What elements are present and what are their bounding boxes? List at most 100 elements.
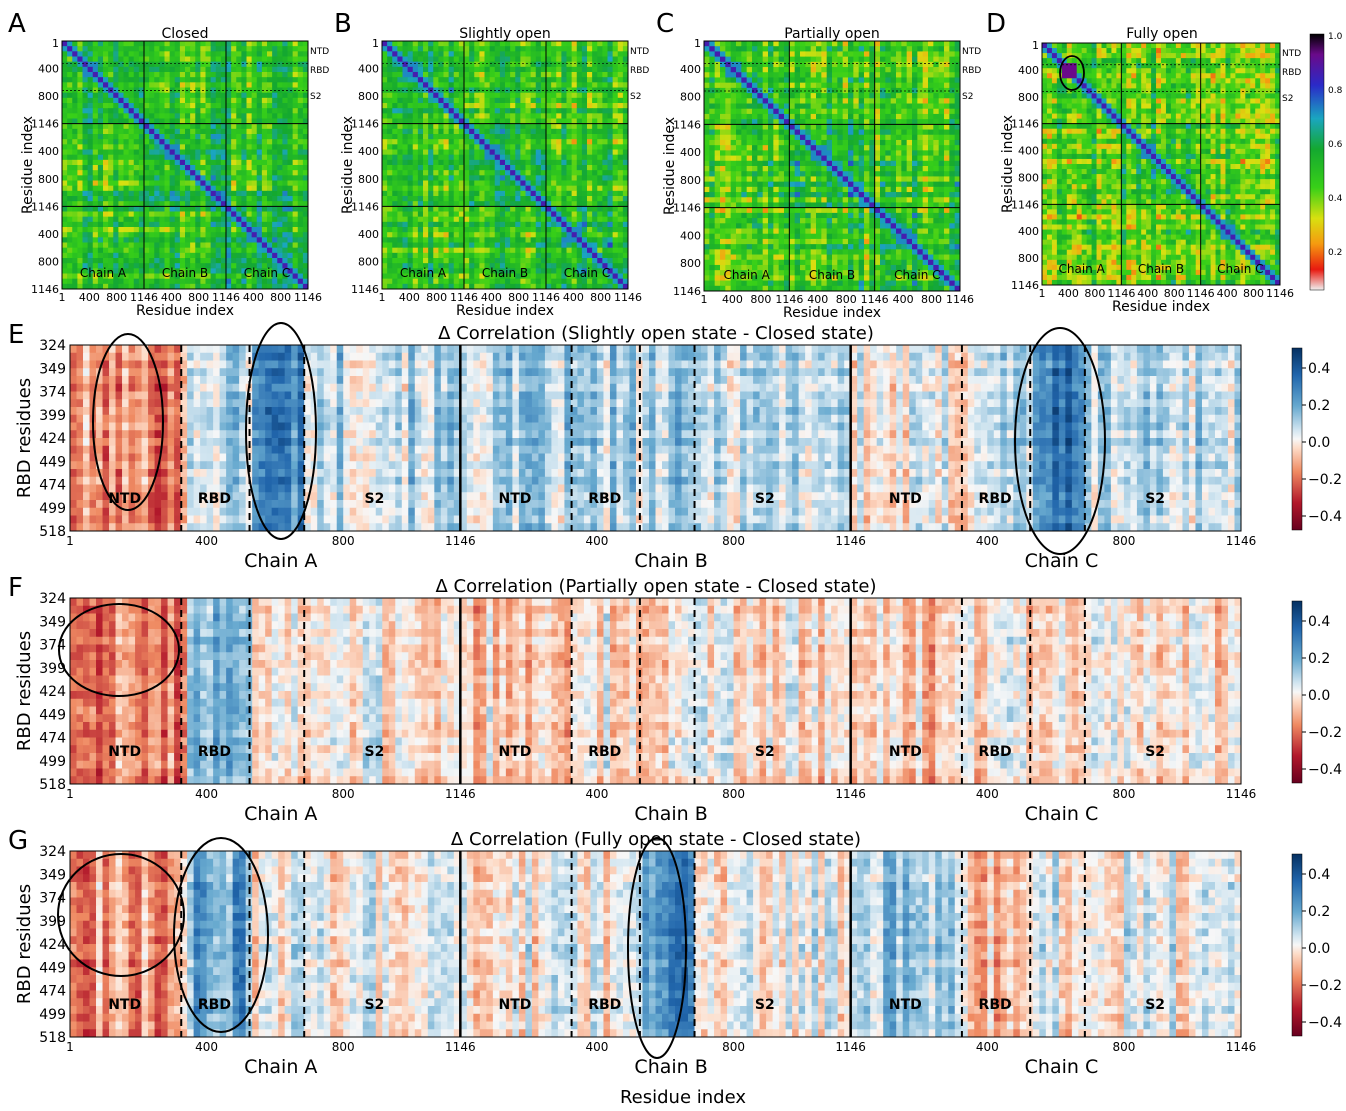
heatmap-cell — [397, 227, 403, 233]
heatmap-cell — [149, 134, 155, 140]
heatmap-cell — [93, 222, 99, 228]
heatmap-cell — [853, 57, 859, 63]
heatmap-cell — [93, 150, 99, 156]
heatmap-cell — [149, 258, 155, 264]
heatmap-cell — [418, 248, 424, 254]
heatmap-cell — [515, 41, 521, 47]
heatmap-cell — [83, 181, 89, 187]
heatmap-cell — [185, 98, 191, 104]
heatmap-cell — [154, 186, 160, 192]
heatmap-cell — [382, 268, 388, 274]
heatmap-cell — [170, 134, 176, 140]
heatmap-cell — [77, 103, 83, 109]
heatmap-cell — [505, 46, 511, 52]
heatmap-cell — [124, 258, 130, 264]
heatmap-cell — [149, 72, 155, 78]
heatmap-cell — [288, 196, 294, 202]
heatmap-cell — [515, 139, 521, 145]
heatmap-cell — [185, 181, 191, 187]
heatmap-cell — [469, 72, 475, 78]
heatmap-cell — [500, 175, 506, 181]
heatmap-cell — [241, 82, 247, 88]
heatmap-cell — [413, 113, 419, 119]
heatmap-cell — [515, 206, 521, 212]
heatmap-cell — [464, 155, 470, 161]
heatmap-cell — [531, 103, 537, 109]
heatmap-cell — [98, 129, 104, 135]
heatmap-cell — [556, 227, 562, 233]
heatmap-cell — [293, 113, 299, 119]
heatmap-cell — [149, 41, 155, 47]
heatmap-cell — [247, 57, 253, 63]
heatmap-cell — [474, 268, 480, 274]
heatmap-cell — [454, 67, 460, 73]
heatmap-cell — [449, 113, 455, 119]
heatmap-cell — [572, 253, 578, 259]
heatmap-cell — [613, 279, 619, 285]
heatmap-cell — [464, 191, 470, 197]
heatmap-cell — [490, 253, 496, 259]
heatmap-cell — [597, 191, 603, 197]
heatmap-cell — [949, 67, 955, 73]
heatmap-cell — [474, 51, 480, 57]
heatmap-cell — [62, 212, 68, 218]
heatmap-cell — [159, 170, 165, 176]
heatmap-cell — [165, 82, 171, 88]
heatmap-cell — [113, 191, 119, 197]
heatmap-cell — [392, 191, 398, 197]
heatmap-cell — [93, 113, 99, 119]
heatmap-cell — [236, 57, 242, 63]
heatmap-cell — [93, 67, 99, 73]
heatmap-cell — [231, 108, 237, 114]
heatmap-cell — [556, 263, 562, 269]
heatmap-cell — [387, 108, 393, 114]
heatmap-cell — [298, 77, 304, 83]
heatmap-cell — [572, 77, 578, 83]
heatmap-cell — [551, 108, 557, 114]
heatmap-cell — [444, 212, 450, 218]
heatmap-cell — [485, 237, 491, 243]
heatmap-cell — [556, 139, 562, 145]
heatmap-cell — [257, 217, 263, 223]
heatmap-cell — [241, 196, 247, 202]
heatmap-cell — [144, 243, 150, 249]
heatmap-cell — [891, 62, 897, 68]
heatmap-cell — [505, 222, 511, 228]
heatmap-cell — [382, 144, 388, 150]
heatmap-cell — [288, 103, 294, 109]
heatmap-cell — [72, 160, 78, 166]
heatmap-cell — [572, 175, 578, 181]
heatmap-cell — [118, 82, 124, 88]
heatmap-cell — [587, 227, 593, 233]
heatmap-cell — [454, 113, 460, 119]
heatmap-cell — [546, 103, 552, 109]
heatmap-cell — [853, 67, 859, 73]
heatmap-cell — [423, 217, 429, 223]
heatmap-cell — [536, 181, 542, 187]
heatmap-cell — [613, 150, 619, 156]
heatmap-cell — [387, 98, 393, 104]
heatmap-cell — [288, 232, 294, 238]
heatmap-cell — [490, 222, 496, 228]
heatmap-cell — [551, 243, 557, 249]
heatmap-cell — [592, 258, 598, 264]
heatmap-cell — [387, 206, 393, 212]
heatmap-cell — [567, 98, 573, 104]
heatmap-cell — [67, 41, 73, 47]
heatmap-cell — [510, 113, 516, 119]
heatmap-cell — [602, 62, 608, 68]
heatmap-cell — [853, 62, 859, 68]
heatmap-cell — [77, 144, 83, 150]
heatmap-cell — [577, 253, 583, 259]
heatmap-cell — [752, 46, 758, 52]
heatmap-cell — [413, 212, 419, 218]
heatmap-cell — [907, 57, 913, 63]
heatmap-cell — [736, 67, 742, 73]
heatmap-cell — [577, 82, 583, 88]
heatmap-cell — [490, 67, 496, 73]
heatmap-cell — [293, 82, 299, 88]
heatmap-cell — [262, 51, 268, 57]
heatmap-cell — [438, 253, 444, 259]
heatmap-cell — [618, 160, 624, 166]
heatmap-cell — [474, 237, 480, 243]
